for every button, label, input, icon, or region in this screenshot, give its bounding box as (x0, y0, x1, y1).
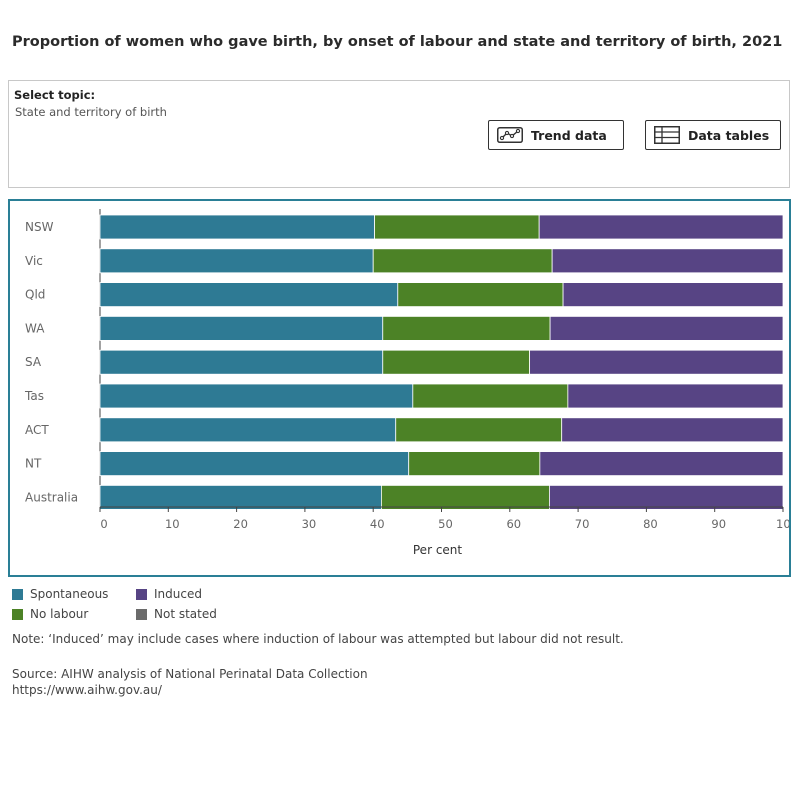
bar-segment (561, 417, 784, 443)
bar-segment (99, 316, 384, 341)
trend-data-label: Trend data (531, 127, 607, 143)
source-link[interactable]: https://www.aihw.gov.au/ (12, 683, 162, 697)
category-label: NT (25, 457, 42, 471)
trend-data-button[interactable]: Trend data (488, 120, 624, 150)
legend-swatch-no-labour (12, 608, 23, 620)
bar-segment (382, 349, 531, 375)
legend-item-induced[interactable]: Induced (136, 587, 202, 601)
chart-title: Proportion of women who gave birth, by o… (12, 34, 783, 50)
legend-label: No labour (30, 607, 89, 621)
stacked-bar-chart: NSW Vic Qld WA SA Tas ACT NT Australia 0 10 20 30 40 5… (24, 209, 789, 557)
legend-item-not-stated[interactable]: Not stated (136, 607, 217, 621)
source-text: Source: AIHW analysis of National Perina… (12, 667, 368, 681)
topic-panel: Select topic: State and territory of bir… (8, 80, 790, 188)
x-tick-label: 30 (302, 517, 317, 531)
x-tick-label: 40 (370, 517, 385, 531)
footnote: Note: ‘Induced’ may include cases where … (12, 632, 624, 646)
bar-segment (99, 349, 384, 375)
bar-segment (551, 248, 784, 274)
legend-label: Induced (154, 587, 202, 601)
category-label: NSW (25, 220, 54, 234)
legend-label: Not stated (154, 607, 217, 621)
x-axis-title: Per cent (413, 543, 463, 557)
legend-item-no-labour[interactable]: No labour (12, 607, 88, 621)
bar-segment (395, 417, 563, 443)
bar-segment (372, 248, 553, 274)
category-label: ACT (25, 423, 49, 437)
bar-segment (99, 282, 399, 307)
topic-label: Select topic: (14, 88, 96, 102)
category-label: WA (25, 321, 45, 335)
bar-segment (99, 248, 374, 274)
legend-label: Spontaneous (30, 587, 109, 601)
data-tables-button[interactable]: Data tables (645, 120, 781, 150)
legend-item-spontaneous[interactable]: Spontaneous (12, 587, 108, 601)
bar-segment (562, 282, 784, 307)
bar-segment (567, 383, 784, 409)
x-tick-label: 70 (575, 517, 590, 531)
trend-line-icon (497, 127, 523, 143)
topic-select[interactable]: State and territory of birth (15, 105, 167, 119)
data-tables-label: Data tables (688, 127, 770, 143)
bar-segment (408, 451, 541, 477)
category-label: Tas (24, 389, 44, 403)
x-tick-label: 80 (643, 517, 658, 531)
bar-segment (380, 484, 550, 510)
legend-swatch-not-stated (136, 608, 147, 620)
category-label: SA (25, 355, 42, 369)
category-label: Qld (25, 288, 45, 302)
bar-segment (99, 451, 410, 477)
x-tick-label: 20 (233, 517, 248, 531)
x-tick-label: 90 (711, 517, 726, 531)
table-icon (654, 126, 680, 144)
x-tick-label: 0 (100, 517, 107, 531)
category-label: Vic (25, 254, 43, 268)
x-tick-label: 50 (438, 517, 453, 531)
bar-segment (99, 214, 375, 240)
category-label: Australia (25, 490, 78, 504)
bar-segment (549, 316, 784, 341)
bar-segment (412, 383, 569, 409)
bar-segment (374, 214, 540, 240)
bar-segment (397, 282, 564, 307)
bar-segment (538, 214, 784, 240)
legend-swatch-spontaneous (12, 588, 23, 600)
bar-segment (99, 383, 414, 409)
bar-segment (539, 451, 784, 477)
bar-segment (99, 417, 397, 443)
bar-segment (529, 349, 784, 375)
x-tick-label: 10 (165, 517, 180, 531)
bar-segment (99, 484, 382, 510)
source: Source: AIHW analysis of National Perina… (12, 666, 368, 698)
bar-segment (382, 316, 551, 341)
bar-segment (549, 484, 784, 510)
x-tick-label: 60 (506, 517, 521, 531)
x-tick-label: 100 (776, 517, 789, 531)
chart-container: NSW Vic Qld WA SA Tas ACT NT Australia 0 10 20 30 40 5… (8, 199, 791, 577)
legend-swatch-induced (136, 588, 147, 600)
